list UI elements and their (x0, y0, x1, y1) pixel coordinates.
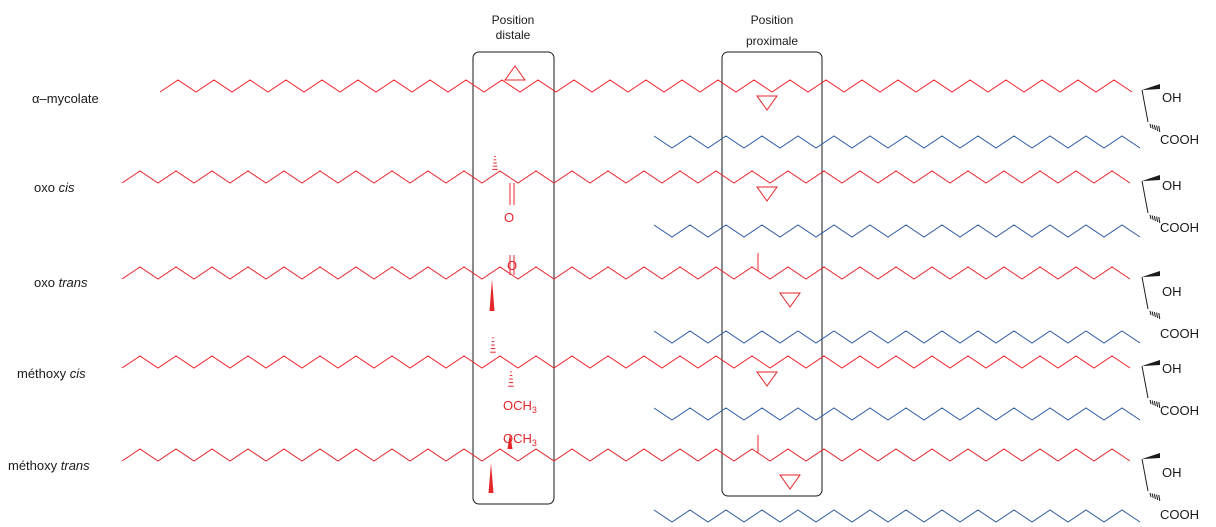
cooh-hash-bond-3 (1151, 311, 1154, 317)
blue-alpha-chain-1 (653, 135, 1141, 149)
methoxy-wedge-bond-5 (507, 433, 513, 449)
cooh-hash-bond-1 (1158, 125, 1161, 133)
cooh-label-1: COOH (1160, 132, 1199, 147)
cooh-hash-bond-2 (1151, 215, 1154, 221)
red-meromycolate-chain-2 (121, 170, 1131, 184)
cooh-hash-bond-1 (1149, 123, 1152, 129)
proximal-header-line1: Position (751, 13, 794, 27)
blue-alpha-chain-5 (653, 509, 1141, 523)
cooh-hash-bond-4 (1149, 399, 1152, 405)
cooh-hash-bond-2 (1153, 215, 1156, 222)
row-label-3: oxo trans (34, 275, 88, 290)
row-label-5: méthoxy trans (8, 458, 90, 473)
red-meromycolate-chain-3 (121, 266, 1131, 280)
cooh-label-2: COOH (1160, 220, 1199, 235)
proximal-header-line2: proximale (746, 34, 798, 48)
row-label-1: α–mycolate (32, 91, 99, 106)
cooh-hash-bond-4 (1153, 400, 1156, 407)
oh-wedge-bond-4 (1142, 360, 1160, 366)
proximal-cyclopropane-1 (756, 95, 778, 111)
cooh-hash-bond-5 (1153, 493, 1156, 500)
oh-wedge-bond-2 (1142, 175, 1160, 181)
cooh-hash-bond-5 (1149, 492, 1152, 498)
headgroup-backbone-4 (1141, 365, 1149, 399)
proximal-cyclopropane-3 (779, 292, 801, 308)
blue-alpha-chain-3 (653, 330, 1141, 344)
ketone-oxygen-label-3: O (507, 258, 517, 273)
cooh-hash-bond-1 (1153, 124, 1156, 131)
cooh-hash-bond-5 (1156, 494, 1159, 501)
cooh-hash-bond-4 (1156, 401, 1159, 408)
cooh-label-5: COOH (1160, 507, 1199, 522)
distal-header-line2: distale (496, 28, 531, 42)
cooh-hash-bond-5 (1158, 494, 1161, 502)
cooh-hash-bond-2 (1156, 216, 1159, 223)
cooh-hash-bond-2 (1158, 216, 1161, 224)
cooh-hash-bond-3 (1149, 310, 1152, 316)
cooh-hash-bond-2 (1149, 214, 1152, 220)
headgroup-backbone-1 (1141, 89, 1149, 123)
methoxy-label-4: OCH3 (503, 398, 537, 415)
oh-label-2: OH (1162, 178, 1182, 193)
cooh-hash-bond-1 (1151, 124, 1154, 130)
proximal-cyclopropane-4 (756, 371, 778, 387)
headgroup-backbone-3 (1141, 276, 1149, 310)
proximal-position-box (721, 51, 823, 497)
cooh-hash-bond-1 (1156, 125, 1159, 132)
distal-header-line1: Position (492, 13, 535, 27)
headgroup-backbone-2 (1141, 180, 1149, 214)
cooh-hash-bond-4 (1151, 400, 1154, 406)
blue-alpha-chain-4 (653, 407, 1141, 421)
cooh-hash-bond-3 (1158, 312, 1161, 320)
oh-wedge-bond-3 (1142, 271, 1160, 277)
distal-position-box (472, 51, 555, 505)
cooh-hash-bond-3 (1153, 311, 1156, 318)
cooh-hash-bond-3 (1156, 312, 1159, 319)
headgroup-backbone-5 (1141, 458, 1149, 492)
oh-wedge-bond-1 (1142, 84, 1160, 90)
row-label-4: méthoxy cis (17, 366, 86, 381)
cooh-label-4: COOH (1160, 403, 1199, 418)
cooh-label-3: COOH (1160, 326, 1199, 341)
oh-label-4: OH (1162, 361, 1182, 376)
proximal-cyclopropane-5 (779, 474, 801, 490)
oh-wedge-bond-5 (1142, 453, 1160, 459)
red-meromycolate-chain-4 (121, 355, 1131, 369)
blue-alpha-chain-2 (653, 224, 1141, 238)
red-meromycolate-chain-5 (121, 448, 1131, 462)
oh-label-5: OH (1162, 465, 1182, 480)
ketone-oxygen-label-2: O (504, 210, 514, 225)
proximal-cyclopropane-2 (756, 186, 778, 202)
cooh-hash-bond-5 (1151, 493, 1154, 499)
distal-methyl-wedge-3 (489, 279, 495, 311)
distal-methyl-wedge-5 (488, 463, 494, 493)
red-meromycolate-chain-1 (159, 79, 1133, 93)
oh-label-1: OH (1162, 90, 1182, 105)
distal-cyclopropane-1 (504, 65, 526, 81)
cooh-hash-bond-4 (1158, 401, 1161, 409)
oh-label-3: OH (1162, 284, 1182, 299)
row-label-2: oxo cis (34, 180, 75, 195)
molecule-bonds (121, 65, 1161, 523)
